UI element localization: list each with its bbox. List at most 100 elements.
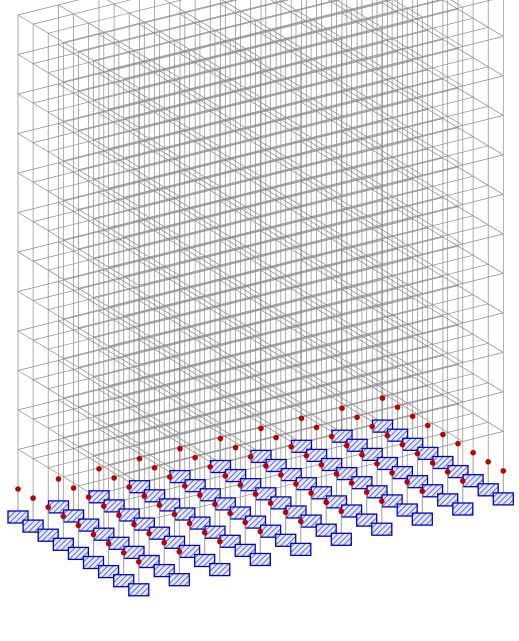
frame-beam-x (138, 352, 504, 444)
node-marker (374, 461, 380, 467)
frame-beam-y (301, 260, 423, 334)
frame-beam-y (260, 349, 382, 423)
frame-beam-x (17, 318, 383, 411)
frame-beam-y (382, 81, 504, 156)
frame-beam-x (108, 294, 474, 386)
node-marker (394, 404, 401, 411)
frame-beam-y (301, 141, 423, 215)
frame-beam-y (98, 192, 220, 266)
frame-beam-y (301, 339, 423, 413)
frame-beam-x (63, 30, 428, 122)
frame-beam-y (17, 133, 139, 207)
frame-beam-y (98, 113, 220, 187)
frame-beam-y (179, 369, 301, 443)
frame-beam-x (78, 355, 443, 447)
frame-beam-y (98, 34, 220, 108)
frame-beam-y (301, 220, 423, 294)
node-marker (247, 453, 254, 460)
frame-beam-x (138, 75, 504, 168)
node-marker (207, 464, 213, 470)
frame-beam-x (33, 0, 132, 25)
frame-beam-y (17, 14, 139, 89)
frame-beam-x (138, 273, 504, 365)
node-marker (105, 540, 112, 547)
frame-beam-y (341, 12, 463, 87)
frame-beam-y (341, 52, 463, 126)
node-marker (171, 511, 178, 518)
node-marker (111, 475, 117, 481)
frame-beam-y (220, 122, 342, 196)
frame-beam-y (341, 328, 463, 403)
frame-beam-y (139, 142, 261, 216)
frame-beam-x (138, 36, 504, 128)
frame-beam-y (335, 0, 382, 28)
frame-beam-y (278, 0, 342, 38)
frame-beam-x (123, 105, 489, 198)
node-marker (389, 470, 395, 476)
node-marker (298, 415, 305, 422)
frame-beam-x (17, 279, 383, 371)
node-marker (344, 442, 350, 449)
frame-beam-x (63, 69, 428, 162)
frame-beam-x (93, 48, 459, 140)
node-marker (333, 471, 340, 477)
frame-beam-x (17, 200, 383, 292)
frame-beam-y (58, 4, 180, 78)
node-marker (120, 549, 127, 556)
node-marker (90, 531, 97, 538)
node-marker (166, 474, 173, 480)
node-marker (131, 521, 137, 528)
node-marker (263, 463, 269, 469)
frame-beam-y (393, 0, 423, 18)
frame-beam-x (48, 336, 413, 429)
footing-block (290, 542, 312, 557)
frame-beam-y (164, 0, 261, 58)
frame-beam-x (138, 233, 504, 326)
node-marker (136, 455, 143, 462)
node-marker (201, 529, 208, 536)
frame-beam-x (33, 169, 398, 262)
frame-beam-x (33, 130, 398, 222)
frame-beam-x (17, 2, 383, 95)
frame-beam-y (58, 241, 180, 315)
frame-beam-x (138, 194, 504, 286)
node-marker (308, 490, 314, 496)
frame-beam-y (220, 161, 342, 236)
frame-beam-y (341, 249, 463, 324)
frame-beam-y (382, 121, 504, 195)
frame-beam-y (382, 200, 504, 274)
support-node (290, 518, 312, 557)
frame-beam-x (63, 0, 235, 43)
frame-beam-y (260, 112, 382, 186)
node-marker (146, 530, 152, 537)
frame-beam-y (382, 318, 504, 393)
frame-beam-x (93, 127, 459, 219)
frame-beam-y (58, 83, 180, 157)
frame-beam-y (382, 160, 504, 235)
node-marker (444, 469, 451, 475)
frame-beam-x (123, 382, 489, 475)
frame-beam-x (17, 81, 383, 174)
node-marker (217, 538, 223, 545)
frame-beam-y (382, 358, 504, 432)
support-node (411, 488, 433, 526)
node-marker (75, 522, 82, 529)
frame-beam-y (442, 0, 504, 37)
frame-beam-x (17, 160, 383, 253)
node-marker (176, 548, 183, 555)
frame-beam-x (63, 109, 428, 201)
frame-beam-y (382, 2, 504, 77)
frame-beam-x (78, 78, 443, 171)
frame-beam-y (179, 132, 301, 206)
node-marker (30, 495, 36, 501)
node-marker (348, 480, 355, 486)
frame-beam-y (98, 310, 220, 384)
node-marker (252, 491, 259, 497)
frame-beam-y (179, 329, 301, 404)
frame-beam-x (33, 51, 398, 143)
frame-beam-y (139, 181, 261, 256)
frame-beam-y (179, 13, 301, 88)
node-marker (227, 510, 233, 517)
node-marker (242, 519, 248, 526)
frame-beam-x (108, 333, 474, 426)
